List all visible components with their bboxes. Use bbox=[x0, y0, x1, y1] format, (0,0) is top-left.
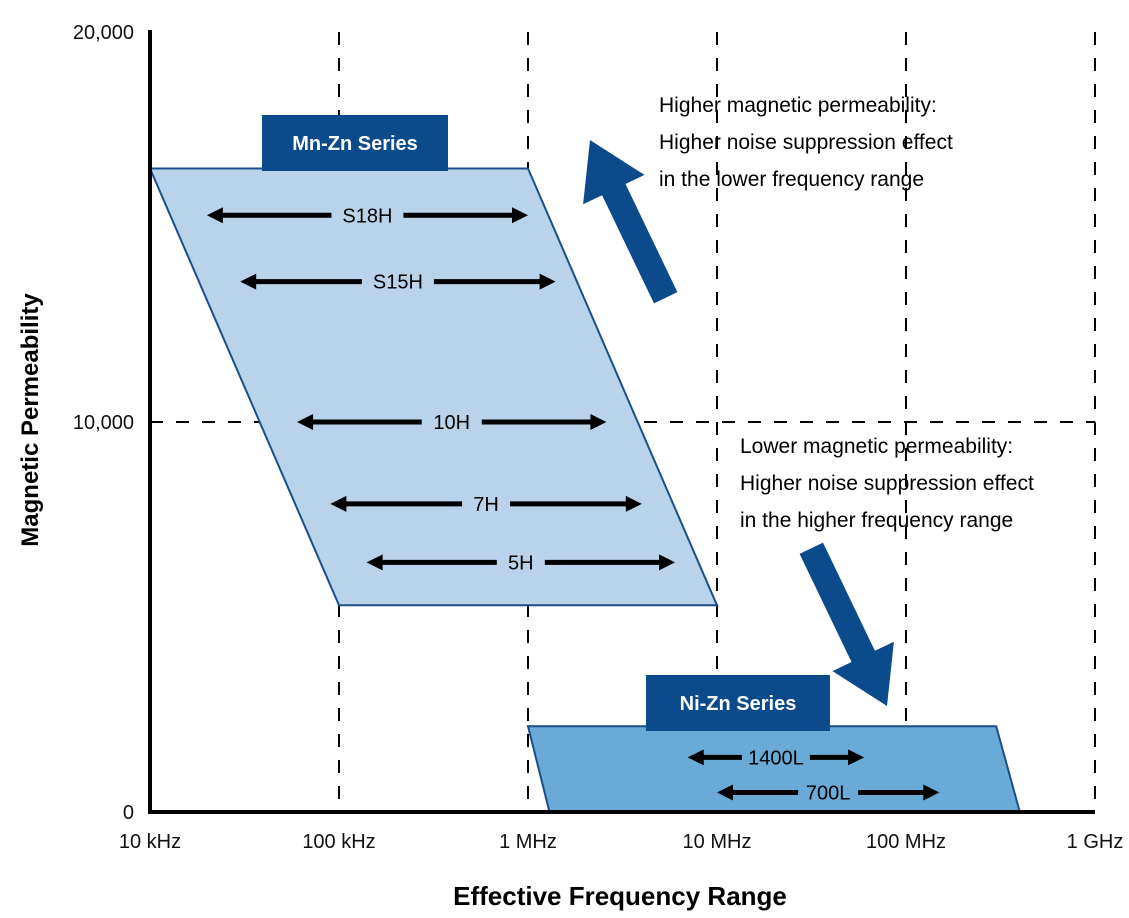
series-label-box-mn-zn bbox=[262, 115, 448, 171]
range-arrow-left-5h bbox=[366, 554, 497, 571]
x-tick-label: 100 MHz bbox=[866, 831, 946, 853]
annotations: Higher magnetic permeability: Higher nois… bbox=[583, 94, 1034, 706]
range-arrow-right-10h bbox=[481, 414, 607, 430]
series-label-mn-zn: Mn-Zn Series bbox=[292, 133, 418, 155]
range-arrow-right-700l bbox=[858, 784, 940, 801]
y-tick-label: 0 bbox=[123, 802, 134, 824]
x-tick-label: 1 GHz bbox=[1067, 831, 1124, 853]
annotation-1-line-2: Higher noise suppression effect bbox=[659, 131, 953, 154]
up-arrow-icon bbox=[583, 140, 678, 304]
range-arrow-left-700l bbox=[717, 784, 799, 801]
y-axis-title: Magnetic Permeability bbox=[17, 293, 44, 547]
annotation-1-line-1: Higher magnetic permeability: bbox=[659, 94, 937, 117]
range-arrow-left-1400l bbox=[687, 749, 742, 766]
range-label-10h: 10H bbox=[433, 412, 470, 434]
range-label-1400l: 1400L bbox=[748, 747, 804, 769]
annotation-1-line-3: in the lower frequency range bbox=[659, 168, 924, 191]
range-label-s18h: S18H bbox=[342, 205, 392, 227]
x-tick-label: 10 kHz bbox=[119, 831, 181, 853]
range-arrow-left-s18h bbox=[206, 207, 332, 224]
x-tick-label: 1 MHz bbox=[499, 831, 557, 853]
range-arrow-right-5h bbox=[544, 554, 676, 571]
annotation-2-line-3: in the higher frequency range bbox=[740, 509, 1013, 532]
range-arrow-left-7h bbox=[330, 495, 463, 512]
annotation-2-line-1: Lower magnetic permeability: bbox=[740, 435, 1013, 458]
x-tick-label: 100 kHz bbox=[302, 831, 375, 853]
down-arrow-icon bbox=[799, 542, 894, 706]
annotation-2-line-2: Higher noise suppression effect bbox=[740, 472, 1034, 495]
series-label-box-ni-zn bbox=[646, 675, 830, 731]
range-arrow-left-s15h bbox=[240, 273, 362, 290]
tick-labels: 10 kHz 100 kHz 1 MHz 10 MHz 100 MHz 1 GHz 0 10,… bbox=[73, 22, 1124, 853]
range-arrow-right-s15h bbox=[433, 273, 556, 290]
axes bbox=[148, 30, 1095, 814]
x-tick-label: 10 MHz bbox=[683, 831, 752, 853]
range-arrow-left-10h bbox=[297, 414, 422, 430]
range-label-5h: 5H bbox=[508, 552, 534, 574]
range-arrow-right-7h bbox=[510, 495, 642, 512]
range-label-700l: 700L bbox=[806, 783, 851, 805]
range-arrow-right-s18h bbox=[403, 207, 528, 224]
y-tick-label: 10,000 bbox=[73, 412, 134, 434]
range-label-s15h: S15H bbox=[373, 272, 423, 294]
x-axis-title: Effective Frequency Range bbox=[453, 881, 787, 911]
range-arrow-right-1400l bbox=[809, 749, 865, 766]
y-tick-label: 20,000 bbox=[73, 22, 134, 44]
range-label-7h: 7H bbox=[473, 494, 499, 516]
series-label-ni-zn: Ni-Zn Series bbox=[680, 693, 797, 715]
series-regions: Mn-Zn Series Ni-Zn Series bbox=[148, 115, 1022, 813]
